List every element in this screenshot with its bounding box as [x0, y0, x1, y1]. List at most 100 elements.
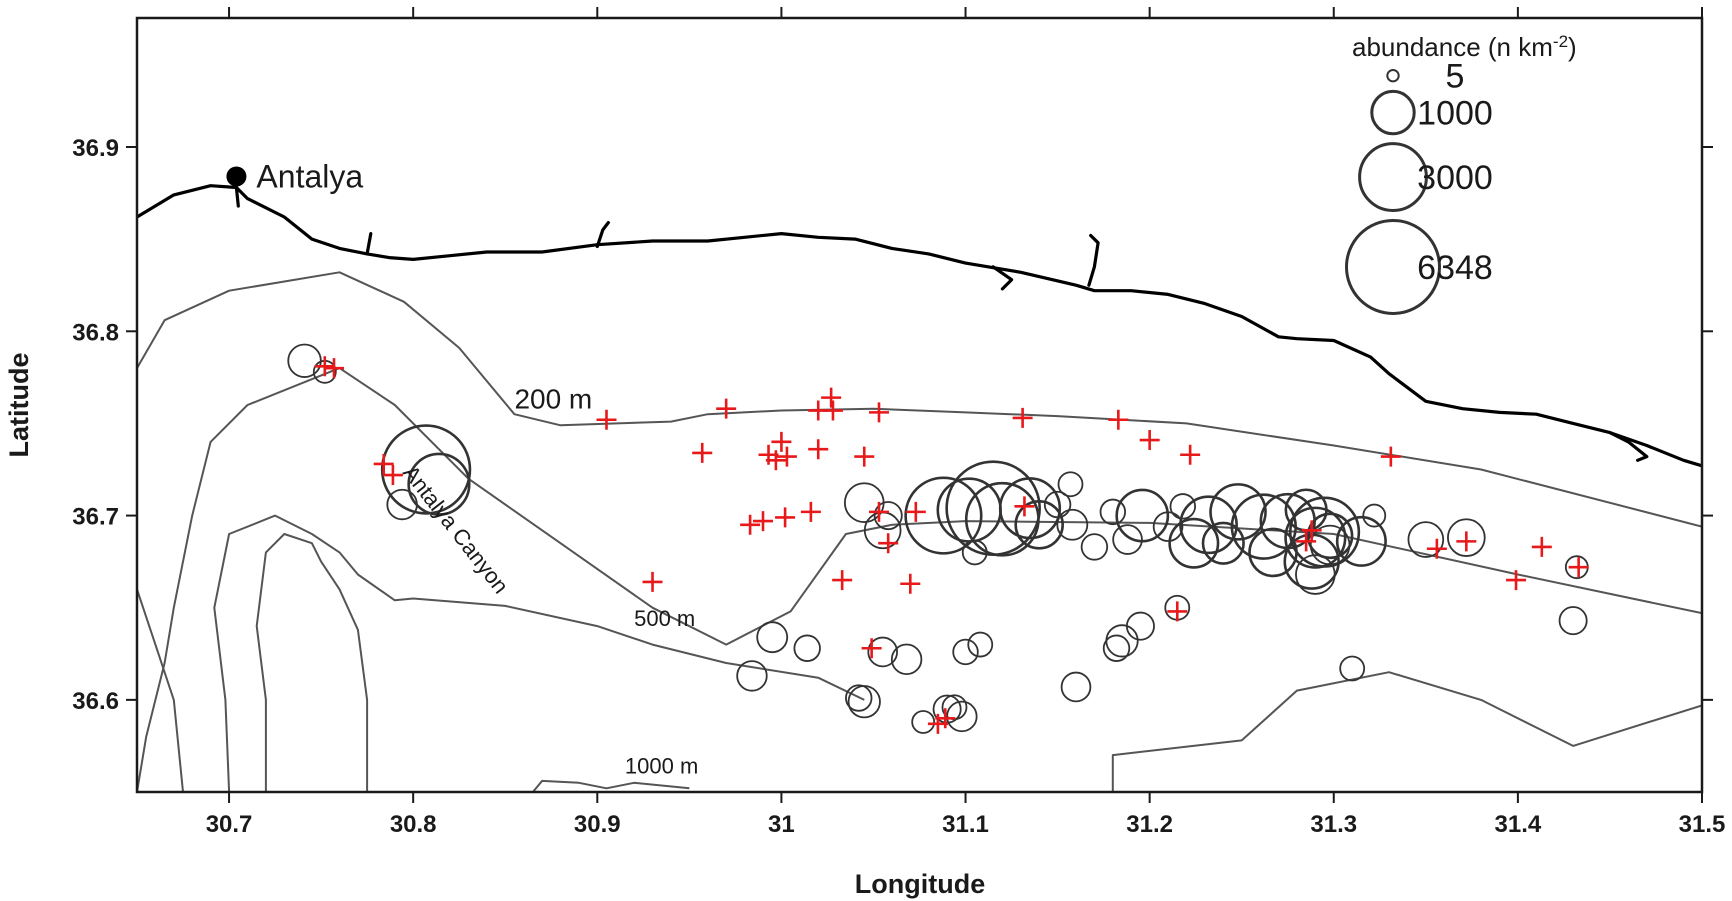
abundance-circle: [736, 660, 768, 692]
zero-catch-cross: [868, 402, 889, 423]
depth-contours: [137, 271, 1702, 792]
x-tick-label: 30.8: [390, 811, 437, 838]
zero-catch-cross: [776, 446, 797, 467]
legend-title: abundance (n km-2): [1352, 32, 1577, 62]
zero-catch-cross: [854, 446, 875, 467]
zero-catch-cross: [771, 431, 792, 452]
abundance-circle: [847, 685, 881, 719]
zero-catch-cross: [1167, 601, 1188, 622]
legend-value: 6348: [1417, 249, 1493, 287]
contour-label: 200 m: [514, 384, 592, 415]
abundance-circle: [1105, 624, 1139, 658]
x-tick-label: 31.5: [1679, 811, 1726, 838]
zero-catch-cross: [905, 501, 926, 522]
zero-catch-cross: [1012, 407, 1033, 428]
zero-catch-cross: [775, 507, 796, 528]
zero-catch-cross: [1426, 538, 1447, 559]
zero-catch-markers: [314, 356, 1589, 734]
river-mouth-path: [1087, 233, 1100, 287]
legend-circle: [1345, 218, 1441, 315]
legend-title-sup: -2: [1553, 32, 1568, 51]
abundance-circle: [1169, 493, 1196, 520]
zero-catch-cross: [765, 450, 786, 471]
zero-catch-cross: [878, 533, 899, 554]
contour-label: 1000 m: [625, 754, 698, 779]
y-tick-label: 36.6: [72, 688, 119, 715]
abundance-circle: [1447, 518, 1486, 557]
abundance-circle: [1407, 521, 1445, 558]
contour-label: 500 m: [634, 606, 695, 631]
zero-catch-cross: [861, 638, 882, 659]
abundance-circle: [1125, 611, 1155, 641]
zero-catch-cross: [1506, 570, 1527, 591]
zero-catch-cross: [832, 570, 853, 591]
abundance-circle: [867, 636, 898, 668]
legend-value: 1000: [1417, 95, 1493, 133]
zero-catch-cross: [1456, 531, 1477, 552]
zero-catch-cross: [753, 511, 773, 532]
abundance-circle: [1168, 517, 1220, 569]
x-tick-label: 31.3: [1310, 811, 1357, 838]
abundance-circle: [386, 488, 418, 521]
zero-catch-cross: [324, 358, 345, 379]
abundance-circles: [287, 343, 1589, 734]
tick-labels: 30.7 30.8 30.9 31 31.1 31.2 31.3 31.4 31.5 36.6 36…: [72, 135, 1725, 838]
abundance-circle: [967, 631, 994, 658]
abundance-circle: [998, 477, 1062, 540]
abundance-circle: [961, 539, 988, 566]
x-tick-label: 31.2: [1126, 811, 1173, 838]
zero-catch-cross: [740, 514, 761, 535]
zero-catch-cross: [382, 465, 403, 486]
river-mouth-path: [365, 232, 373, 256]
zero-catch-cross: [1014, 496, 1035, 517]
abundance-circle: [1102, 634, 1131, 662]
city-marker: [226, 166, 247, 187]
depth-contour-line: [137, 271, 1702, 528]
canyon-label: Antalya Canyon: [398, 460, 513, 598]
y-tick-label: 36.7: [72, 504, 119, 531]
abundance-circle: [1080, 533, 1109, 561]
river-mouth-path: [234, 185, 240, 208]
abundance-circle: [1201, 521, 1245, 565]
zero-catch-cross: [314, 356, 335, 377]
abundance-circle: [1309, 524, 1351, 566]
depth-contour-line: [137, 588, 184, 792]
zero-catch-cross: [1531, 536, 1552, 557]
x-tick-label: 31: [768, 811, 795, 838]
zero-catch-cross: [1568, 557, 1589, 578]
x-axis-title: Longitude: [855, 869, 985, 899]
abundance-circle: [1362, 503, 1387, 528]
abundance-circle: [1558, 606, 1588, 636]
abundance-circle: [1288, 496, 1361, 568]
x-tick-label: 30.9: [574, 811, 621, 838]
legend-title-main: abundance (n km: [1352, 32, 1553, 62]
abundance-circle: [287, 343, 322, 378]
depth-contour-line: [532, 779, 690, 792]
zero-catch-cross: [808, 439, 829, 460]
y-tick-label: 36.9: [72, 135, 119, 162]
abundance-circle: [1043, 490, 1072, 519]
abundance-circle: [873, 501, 903, 531]
abundance-circle: [946, 700, 978, 733]
legend-title-end: ): [1568, 32, 1577, 62]
abundance-circle: [1209, 483, 1267, 541]
depth-contour-line: [137, 367, 1702, 792]
zero-catch-cross: [596, 409, 617, 430]
legend-value: 3000: [1417, 159, 1493, 197]
abundance-circle: [1284, 506, 1347, 569]
zero-catch-cross: [800, 501, 821, 522]
legend-circle: [1370, 89, 1416, 136]
contour-labels: 200 m 500 m 1000 m: [514, 384, 698, 779]
abundance-circle: [890, 643, 923, 676]
y-axis-title: Latitude: [4, 353, 34, 458]
y-tick-label: 36.8: [72, 319, 119, 346]
abundance-circle: [1295, 554, 1336, 595]
zero-catch-cross: [692, 442, 713, 463]
river-mouth-path: [991, 265, 1014, 291]
abundance-circle: [1056, 508, 1089, 541]
legend-circle: [1358, 142, 1428, 212]
x-tick-label: 31.1: [942, 811, 989, 838]
x-tick-label: 30.7: [206, 811, 253, 838]
